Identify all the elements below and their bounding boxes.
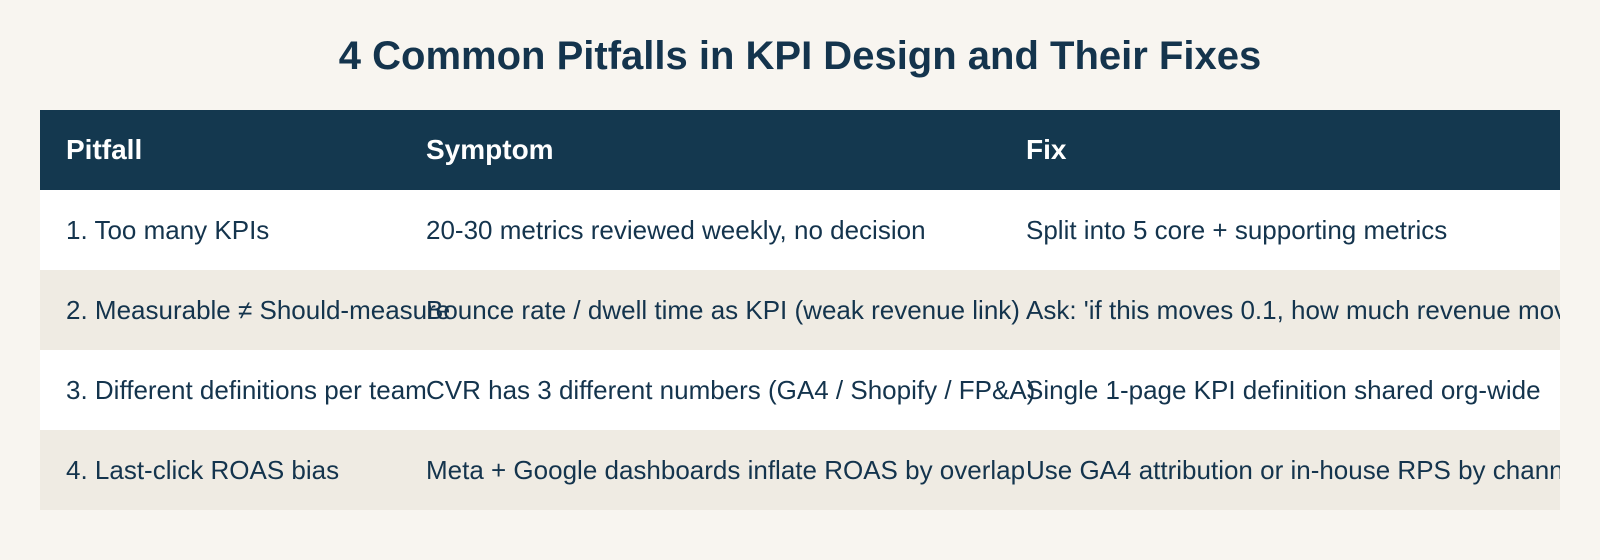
page-title: 4 Common Pitfalls in KPI Design and Thei… xyxy=(338,34,1262,78)
cell-fix: Use GA4 attribution or in-house RPS by c… xyxy=(1026,455,1560,485)
pitfalls-table: Pitfall Symptom Fix 1. Too many KPIs 20-… xyxy=(40,110,1560,510)
cell-pitfall: 2. Measurable ≠ Should-measure xyxy=(66,295,451,325)
header-fix: Fix xyxy=(1026,134,1067,165)
cell-fix: Ask: 'if this moves 0.1, how much revenu… xyxy=(1026,295,1560,325)
cell-symptom: Meta + Google dashboards inflate ROAS by… xyxy=(426,455,1026,485)
cell-fix: Single 1-page KPI definition shared org-… xyxy=(1026,375,1541,405)
table-header-row: Pitfall Symptom Fix xyxy=(40,110,1560,190)
header-pitfall: Pitfall xyxy=(66,134,143,165)
cell-pitfall: 4. Last-click ROAS bias xyxy=(66,455,340,485)
cell-fix: Split into 5 core + supporting metrics xyxy=(1026,215,1448,245)
table-row: 1. Too many KPIs 20-30 metrics reviewed … xyxy=(40,190,1560,270)
cell-symptom: 20-30 metrics reviewed weekly, no decisi… xyxy=(426,215,926,245)
table-row: 4. Last-click ROAS bias Meta + Google da… xyxy=(40,430,1560,510)
header-symptom: Symptom xyxy=(426,134,554,165)
cell-symptom: CVR has 3 different numbers (GA4 / Shopi… xyxy=(426,375,1036,405)
cell-pitfall: 1. Too many KPIs xyxy=(66,215,270,245)
cell-pitfall: 3. Different definitions per team xyxy=(66,375,427,405)
table-row: 2. Measurable ≠ Should-measure Bounce ra… xyxy=(40,270,1560,350)
table-row: 3. Different definitions per team CVR ha… xyxy=(40,350,1560,430)
cell-symptom: Bounce rate / dwell time as KPI (weak re… xyxy=(426,295,1020,325)
